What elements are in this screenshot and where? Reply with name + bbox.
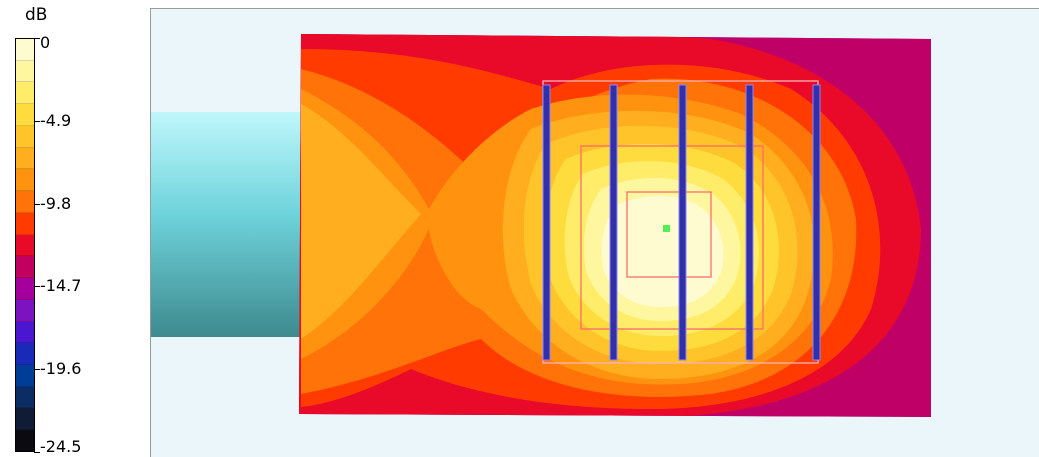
field-plot: [151, 34, 931, 417]
legend-swatch: [16, 343, 34, 366]
legend-tick-label: -9.8: [40, 194, 72, 213]
strip-element: [812, 84, 821, 361]
legend-unit-label: dB: [25, 5, 48, 25]
legend-swatch: [16, 321, 34, 344]
legend-swatch: [16, 408, 34, 431]
legend-swatch: [16, 430, 34, 451]
legend-tick-label: -14.7: [40, 276, 82, 295]
legend-swatch: [16, 125, 34, 148]
legend-tick-label: -24.5: [40, 437, 82, 456]
strip-element: [678, 84, 687, 361]
legend-swatch: [16, 365, 34, 387]
field-plot-viewport[interactable]: [150, 8, 1039, 457]
legend-tick-mark: [34, 286, 40, 287]
legend-swatch: [16, 82, 34, 105]
legend-swatch: [16, 386, 34, 409]
feed-waveguide: [151, 112, 301, 337]
legend-swatch: [16, 278, 34, 300]
legend-tick-mark: [34, 369, 40, 370]
legend-swatch: [16, 212, 34, 235]
strip-element: [542, 84, 551, 361]
parasitic-strips: [542, 84, 821, 361]
legend-tick-mark: [34, 452, 40, 453]
legend-tick-mark: [34, 121, 40, 122]
legend-swatch: [16, 39, 34, 61]
legend-swatch: [16, 256, 34, 279]
legend-swatch: [16, 191, 34, 213]
strip-element: [609, 84, 618, 361]
legend-swatch: [16, 147, 34, 170]
strip-element: [745, 84, 754, 361]
color-legend: dB 0 -4.9 -9.8 -14.7 -19.6 -24.5: [0, 0, 150, 457]
legend-tick-mark: [34, 38, 40, 39]
legend-tick-label: 0: [40, 33, 51, 52]
legend-tick-mark: [34, 204, 40, 205]
legend-swatch: [16, 169, 34, 192]
legend-swatch: [16, 299, 34, 322]
legend-tick-label: -19.6: [40, 359, 82, 378]
legend-swatch: [16, 234, 34, 257]
legend-swatch: [16, 60, 34, 83]
legend-swatch: [16, 104, 34, 126]
legend-tick-label: -4.9: [40, 111, 72, 130]
legend-color-scale: [15, 38, 35, 452]
probe-marker: [663, 225, 670, 232]
